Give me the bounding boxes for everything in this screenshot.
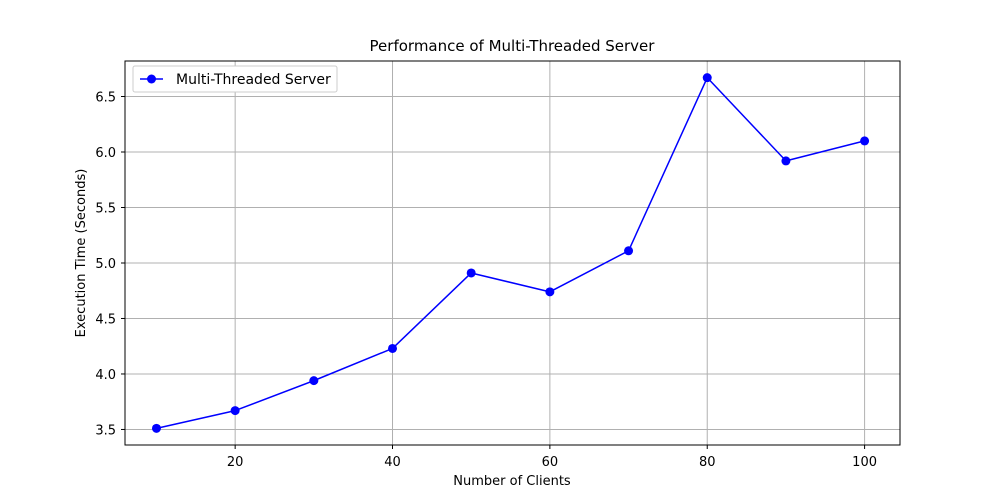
axes-layer: [124, 60, 901, 446]
legend-box: [132, 65, 338, 93]
legend-marker: [147, 74, 156, 84]
y-tick-label: 4.0: [95, 368, 116, 383]
data-point: [309, 376, 319, 386]
x-tick-label: 60: [542, 455, 559, 470]
y-axis-label: Execution Time (Seconds): [74, 169, 89, 338]
y-tick-label: 6.0: [95, 146, 116, 161]
data-point: [702, 73, 712, 83]
x-tick-label: 40: [384, 455, 401, 470]
legend-series-label: Multi-Threaded Server: [176, 72, 331, 88]
data-point: [624, 246, 634, 256]
y-tick-label: 5.5: [95, 201, 116, 216]
plot-frame: [124, 60, 901, 446]
x-tick-label: 100: [852, 455, 877, 470]
data-point: [151, 423, 161, 433]
data-point: [781, 156, 791, 166]
data-point: [388, 343, 398, 353]
x-tick-label: 80: [699, 455, 716, 470]
data-point: [545, 287, 555, 297]
legend: Multi-Threaded Server: [132, 65, 338, 93]
x-axis-label: Number of Clients: [453, 474, 571, 489]
data-point: [230, 406, 240, 416]
grid-lines: [125, 61, 900, 445]
tick-layer: 20 40 60 80 100 3.5 4.0 4.5 5.0 5.5 6.0 6.5: [95, 91, 877, 470]
y-tick-label: 6.5: [95, 91, 116, 106]
chart-title: Performance of Multi-Threaded Server: [370, 37, 656, 55]
data-point: [860, 136, 870, 146]
series-layer: [151, 73, 870, 433]
y-tick-label: 4.5: [95, 312, 116, 327]
series-line: [156, 76, 865, 430]
x-tick-label: 20: [227, 455, 244, 470]
y-tick-label: 3.5: [95, 423, 116, 438]
data-point: [466, 268, 476, 278]
y-tick-label: 5.0: [95, 257, 116, 272]
